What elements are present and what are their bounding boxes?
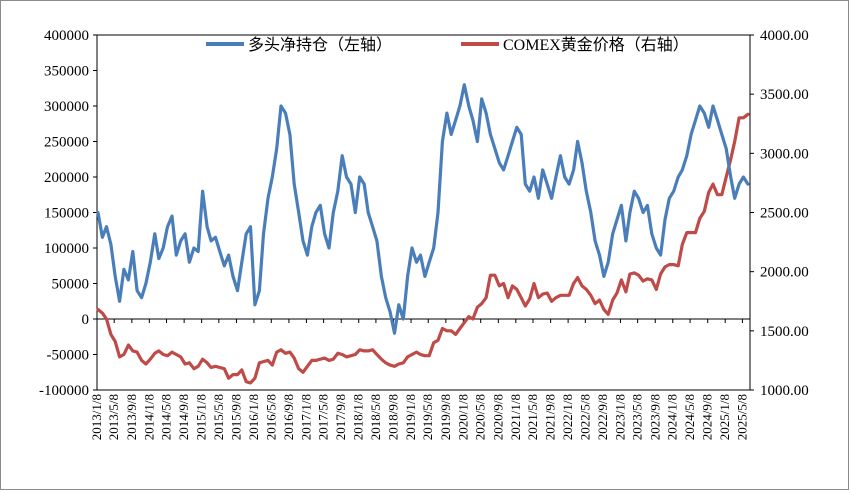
x-tick-label: 2021/1/8	[508, 394, 523, 440]
x-tick-label: 2021/5/8	[525, 394, 540, 440]
x-tick-label: 2015/1/8	[194, 394, 209, 440]
right-tick-label: 1000.00	[760, 383, 809, 399]
x-tick-label: 2013/1/8	[89, 394, 104, 440]
x-tick-label: 2018/5/8	[368, 394, 383, 440]
x-axis: 2013/1/8 2013/5/8 2013/9/8 2014/1/8 2014/5/8…	[89, 318, 750, 440]
x-tick-label: 2014/5/8	[159, 394, 174, 440]
legend: 多头净持仓（左轴） COMEX黄金价格（右轴）	[206, 36, 689, 54]
net-long-positions-line	[96, 83, 750, 335]
x-tick-label: 2014/1/8	[141, 394, 156, 440]
x-tick-label: 2020/5/8	[473, 394, 488, 440]
x-tick-label: 2018/9/8	[386, 394, 401, 440]
legend-net-long-positions-label: 多头净持仓（左轴）	[248, 36, 392, 54]
left-tick-label: 0	[82, 312, 90, 328]
plot-border	[96, 34, 751, 391]
x-tick-label: 2024/9/8	[700, 394, 715, 440]
x-tick-label: 2022/9/8	[595, 394, 610, 440]
x-tick-label: 2015/5/8	[211, 394, 226, 440]
x-tick-label: 2018/1/8	[351, 394, 366, 440]
left-tick-label: 150000	[44, 206, 89, 222]
x-tick-label: 2016/5/8	[263, 394, 278, 440]
left-tick-label: 350000	[44, 64, 89, 80]
x-tick-label: 2020/9/8	[490, 394, 505, 440]
right-tick-label: 2500.00	[760, 206, 809, 222]
x-tick-label: 2017/1/8	[298, 394, 313, 440]
x-tick-label: 2023/1/8	[612, 394, 627, 440]
series-layer	[96, 83, 750, 385]
x-tick-label: 2013/5/8	[106, 394, 121, 440]
x-tick-label: 2020/1/8	[455, 394, 470, 440]
comex-gold-price-line	[96, 112, 750, 385]
right-tick-label: 4000.00	[760, 28, 809, 44]
plot-area	[96, 34, 751, 391]
x-tick-label: 2024/1/8	[665, 394, 680, 440]
x-tick-label: 2023/9/8	[647, 394, 662, 440]
x-tick-label: 2022/1/8	[560, 394, 575, 440]
right-tick-label: 3500.00	[760, 87, 809, 103]
x-tick-label: 2024/5/8	[682, 394, 697, 440]
left-tick-label: 300000	[44, 99, 89, 115]
x-tick-label: 2025/1/8	[717, 394, 732, 440]
right-tick-label: 1500.00	[760, 324, 809, 340]
x-tick-label: 2023/5/8	[630, 394, 645, 440]
x-tick-label: 2021/9/8	[543, 394, 558, 440]
left-tick-label: -100000	[39, 383, 89, 399]
left-tick-label: 50000	[52, 277, 90, 293]
x-tick-label: 2013/9/8	[124, 394, 139, 440]
x-tick-label: 2016/9/8	[281, 394, 296, 440]
left-tick-label: 100000	[44, 241, 89, 257]
x-tick-label: 2017/5/8	[316, 394, 331, 440]
x-tick-label: 2015/9/8	[228, 394, 243, 440]
left-tick-label: 400000	[44, 28, 89, 44]
right-y-axis: 4000.00 3500.00 3000.00 2500.00 2000.00 1500.…	[750, 28, 809, 399]
right-tick-label: 3000.00	[760, 146, 809, 162]
x-tick-label: 2017/9/8	[333, 394, 348, 440]
legend-comex-gold-price-label: COMEX黄金价格（右轴）	[503, 36, 689, 54]
left-tick-label: 250000	[44, 135, 89, 151]
x-tick-label: 2014/9/8	[176, 394, 191, 440]
x-tick-label: 2019/5/8	[420, 394, 435, 440]
x-tick-label: 2019/1/8	[403, 394, 418, 440]
x-tick-label: 2022/5/8	[577, 394, 592, 440]
x-tick-label: 2016/1/8	[246, 394, 261, 440]
left-y-axis: 400000 350000 300000 250000 200000 150000 1000…	[39, 28, 97, 399]
x-tick-label: 2019/9/8	[438, 394, 453, 440]
left-tick-label: 200000	[44, 170, 89, 186]
right-tick-label: 2000.00	[760, 265, 809, 281]
left-tick-label: -50000	[47, 348, 90, 364]
x-tick-label: 2025/5/8	[734, 394, 749, 440]
